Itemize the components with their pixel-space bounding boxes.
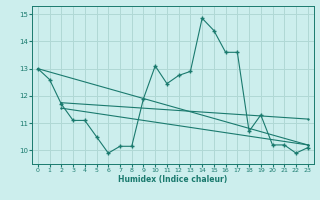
X-axis label: Humidex (Indice chaleur): Humidex (Indice chaleur) [118,175,228,184]
